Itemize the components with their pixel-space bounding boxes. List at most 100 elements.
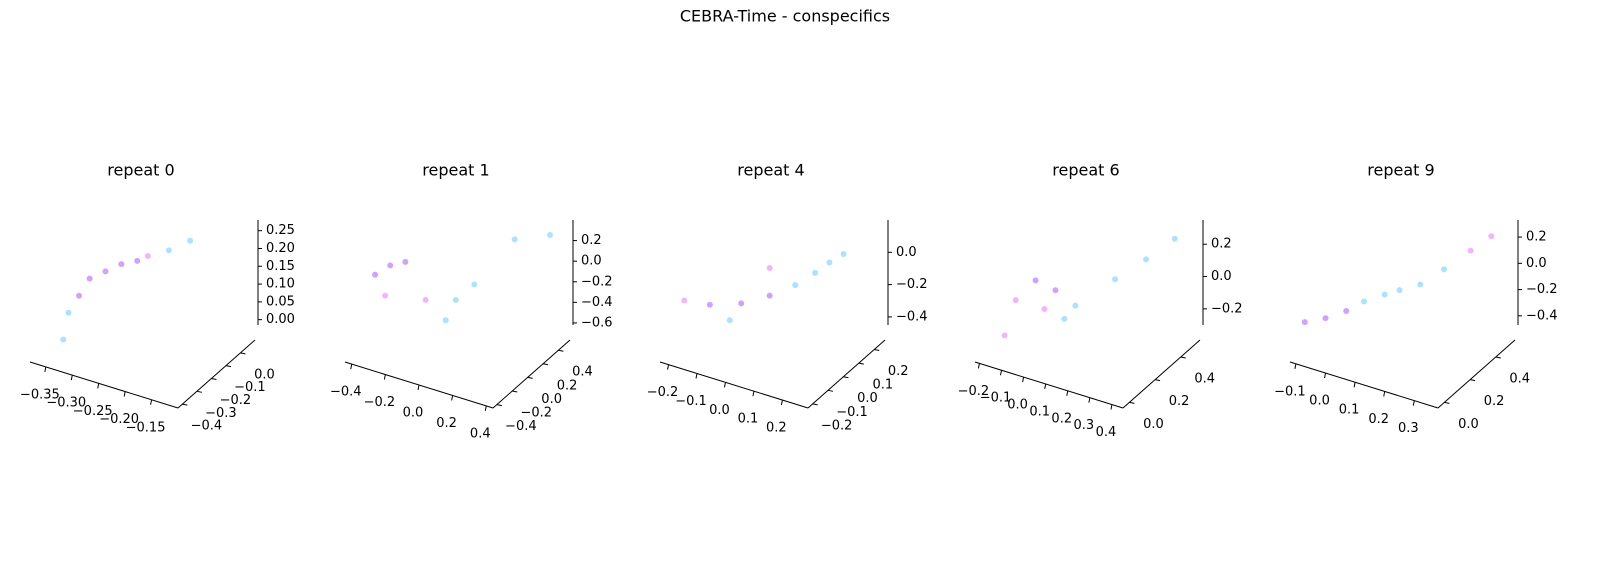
y-tick-label: −0.3 [205, 406, 237, 421]
y-tick [512, 390, 518, 393]
point [1343, 308, 1350, 315]
y-tick-label: 0.0 [254, 367, 275, 382]
point [726, 317, 733, 324]
x-axis [29, 361, 179, 409]
point [442, 317, 449, 324]
point [1001, 332, 1008, 339]
panel-title: repeat 0 [107, 161, 174, 180]
x-tick [1044, 383, 1047, 390]
y-tick [211, 378, 217, 380]
point [452, 296, 459, 303]
point [1171, 235, 1178, 242]
z-tick-label: 0.25 [266, 223, 295, 238]
z-tick-label: −0.4 [1526, 308, 1558, 323]
y-tick-label: 0.0 [541, 392, 562, 407]
point [387, 262, 394, 269]
x-axis [1289, 361, 1439, 409]
point [766, 292, 773, 299]
point [1072, 302, 1079, 309]
z-tick-label: −0.2 [581, 274, 613, 289]
y-axis [1122, 339, 1201, 409]
point [1012, 297, 1019, 304]
panel-title: repeat 6 [1052, 161, 1119, 180]
point [1381, 291, 1388, 298]
y-tick-label: −0.4 [505, 419, 537, 434]
point [792, 282, 799, 289]
point [1143, 256, 1150, 263]
x-tick-label: 0.0 [709, 403, 730, 418]
y-tick-label: −0.2 [220, 393, 252, 408]
point [1052, 287, 1059, 294]
point [511, 236, 518, 243]
z-tick-label: −0.4 [896, 309, 928, 324]
point [1032, 277, 1039, 284]
x-tick-label: 0.3 [1074, 418, 1095, 433]
x-tick [451, 395, 454, 401]
z-tick-label: 0.2 [581, 233, 602, 248]
point [65, 309, 72, 316]
z-tick-label: 0.0 [1526, 256, 1547, 271]
figure-title: CEBRA-Time - conspecifics [680, 7, 890, 26]
point [1396, 287, 1403, 294]
x-axis [659, 361, 809, 409]
y-tick [225, 365, 232, 368]
y-tick [843, 376, 849, 379]
x-tick-label: −0.1 [980, 391, 1012, 406]
y-tick-label: 0.2 [888, 364, 909, 379]
y-tick [527, 376, 533, 379]
z-tick-label: 0.0 [1211, 269, 1232, 284]
y-tick [496, 404, 502, 407]
point [1041, 305, 1048, 312]
y-tick-label: 0.0 [1458, 417, 1479, 432]
point [382, 292, 389, 299]
x-tick [1324, 372, 1327, 379]
x-tick [97, 383, 100, 389]
x-tick-label: 0.3 [1398, 421, 1419, 436]
z-tick-label: 0.2 [1211, 237, 1232, 252]
x-tick [123, 391, 126, 397]
z-tick-label: −0.2 [896, 277, 928, 292]
panel-title: repeat 1 [422, 161, 489, 180]
z-tick-label: 0.15 [266, 259, 295, 274]
x-tick [350, 363, 353, 370]
x-tick [417, 384, 420, 391]
y-tick [1154, 379, 1161, 382]
y-tick-label: 0.1 [872, 378, 893, 393]
point [402, 258, 409, 265]
y-tick-label: −0.1 [836, 405, 868, 420]
point [471, 281, 478, 288]
panel-title: repeat 9 [1367, 161, 1434, 180]
z-tick-label: −0.2 [1211, 301, 1243, 316]
point [165, 247, 172, 254]
x-tick-label: 0.1 [1339, 403, 1360, 418]
panel-title: repeat 4 [737, 161, 804, 180]
x-tick [1088, 397, 1091, 403]
x-tick [723, 382, 726, 388]
z-tick-label: 0.0 [896, 245, 917, 260]
x-tick-label: 0.4 [470, 426, 491, 441]
point [144, 253, 151, 260]
y-tick [1495, 356, 1501, 359]
point [134, 257, 141, 264]
z-tick-label: 0.05 [266, 294, 295, 309]
z-tick-label: −0.4 [581, 295, 613, 310]
y-tick [812, 403, 818, 406]
y-tick [874, 349, 880, 352]
x-tick-label: −0.2 [364, 395, 396, 410]
y-tick-label: −0.2 [520, 406, 552, 421]
z-tick-label: −0.2 [1526, 282, 1558, 297]
y-axis [807, 339, 886, 409]
point [840, 251, 847, 258]
x-tick [977, 363, 980, 369]
x-tick [1066, 390, 1069, 396]
y-tick-label: 0.4 [1194, 372, 1215, 387]
y-tick [827, 389, 834, 392]
x-tick [383, 374, 386, 380]
x-tick [780, 399, 783, 406]
point [826, 259, 833, 266]
y-tick-label: −0.1 [234, 380, 266, 395]
y-tick [240, 352, 246, 355]
y-tick [196, 390, 202, 393]
point [547, 232, 553, 239]
x-tick-label: −0.1 [1274, 384, 1306, 399]
